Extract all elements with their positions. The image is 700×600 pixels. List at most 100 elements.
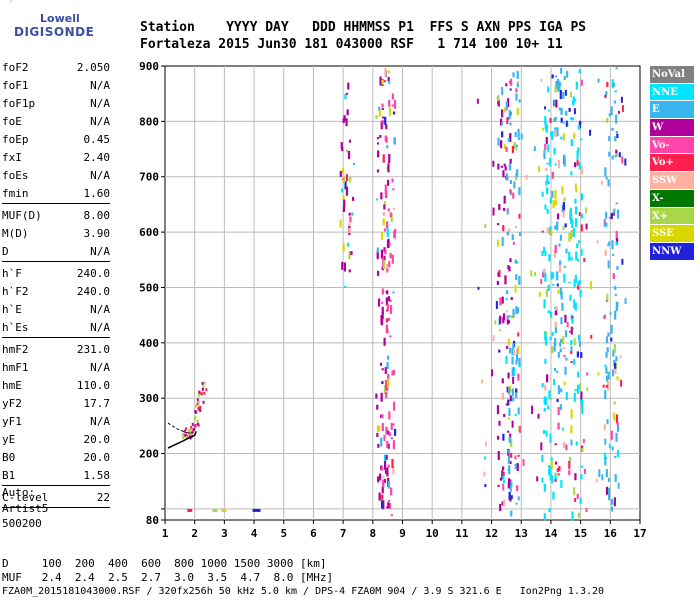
param-row: h`Es N/A xyxy=(2,318,110,336)
echo-point xyxy=(514,463,517,467)
echo-point xyxy=(553,118,556,123)
echo-point xyxy=(508,492,511,501)
echo-point xyxy=(497,163,500,170)
echo-point xyxy=(576,384,580,394)
echo-point xyxy=(385,324,388,334)
echo-point xyxy=(563,273,566,283)
echo-point xyxy=(340,188,344,193)
param-value: 22 xyxy=(96,490,110,504)
echo-point xyxy=(512,241,515,245)
echo-point xyxy=(557,85,560,92)
echo-point xyxy=(387,378,390,388)
echo-point xyxy=(543,513,546,521)
echo-point xyxy=(515,502,518,505)
echo-point xyxy=(538,291,541,297)
echo-point xyxy=(509,189,512,194)
echo-point xyxy=(610,213,613,220)
echo-point xyxy=(565,357,568,361)
echo-point xyxy=(568,251,571,261)
echo-point xyxy=(543,299,546,309)
echo-point xyxy=(560,291,563,300)
echo-point xyxy=(383,201,387,206)
echo-point xyxy=(570,139,573,147)
echo-point xyxy=(541,127,544,131)
echo-point xyxy=(569,294,572,301)
echo-point xyxy=(511,367,514,377)
echo-point xyxy=(563,381,566,386)
echo-point xyxy=(376,425,380,433)
echo-point xyxy=(388,432,392,437)
echo-point xyxy=(621,156,624,164)
echo-point xyxy=(597,78,600,83)
echo-point xyxy=(547,181,550,185)
echo-point xyxy=(378,109,382,117)
echo-point xyxy=(513,142,516,150)
echo-point xyxy=(392,111,396,115)
echo-point xyxy=(562,210,565,218)
echo-point xyxy=(376,169,380,173)
echo-point xyxy=(221,508,227,512)
param-row: B1 1.58 xyxy=(2,466,110,484)
param-value: 240.0 xyxy=(76,284,110,298)
x-tick-label: 1 xyxy=(162,527,169,540)
echo-point xyxy=(614,154,617,158)
echo-point xyxy=(586,387,589,392)
echo-point xyxy=(610,430,613,440)
echo-point xyxy=(502,473,505,480)
echo-point xyxy=(554,199,557,206)
echo-point xyxy=(506,386,509,393)
echo-point xyxy=(562,336,565,345)
echo-point xyxy=(604,221,607,225)
echo-point xyxy=(553,99,556,106)
echo-point xyxy=(616,450,619,458)
echo-point xyxy=(516,261,519,264)
param-name: D xyxy=(2,244,9,258)
param-name: B1 xyxy=(2,468,16,482)
echo-point xyxy=(549,336,552,341)
echo-point xyxy=(574,218,578,228)
echo-point xyxy=(609,312,612,315)
echo-point xyxy=(499,140,503,149)
echo-point xyxy=(553,342,556,352)
echo-point xyxy=(347,150,351,159)
echo-point xyxy=(387,464,390,468)
echo-point xyxy=(388,502,392,509)
echo-point xyxy=(501,87,504,96)
echo-point xyxy=(386,290,389,295)
echo-point xyxy=(555,99,558,108)
echo-point xyxy=(484,456,487,460)
echo-point xyxy=(570,439,573,446)
echo-point xyxy=(615,241,618,246)
echo-point xyxy=(556,271,559,281)
echo-point xyxy=(501,470,504,480)
echo-point xyxy=(610,506,614,512)
echo-point xyxy=(381,306,384,314)
echo-point xyxy=(494,320,497,325)
param-name: fmin xyxy=(2,186,29,200)
trace-point xyxy=(201,387,204,391)
echo-point xyxy=(508,347,512,354)
echo-point xyxy=(585,223,588,230)
echo-point xyxy=(604,364,607,367)
echo-point xyxy=(502,483,505,491)
echo-point xyxy=(584,207,587,214)
echo-point xyxy=(541,191,544,197)
echo-point xyxy=(564,89,567,96)
echo-point xyxy=(581,405,584,415)
echo-point xyxy=(577,124,580,130)
param-value: N/A xyxy=(90,114,110,128)
echo-point xyxy=(501,501,504,506)
echo-point xyxy=(548,508,551,513)
echo-point xyxy=(390,487,393,496)
echo-point xyxy=(579,497,582,504)
echo-point xyxy=(571,318,574,324)
echo-point xyxy=(559,342,562,347)
echo-point xyxy=(383,204,386,210)
echo-point xyxy=(343,199,346,208)
echo-point xyxy=(585,508,588,513)
echo-point xyxy=(546,227,549,234)
echo-point xyxy=(345,118,348,127)
echo-point xyxy=(344,181,347,190)
echo-point xyxy=(381,79,384,85)
param-name: h`F xyxy=(2,266,22,280)
